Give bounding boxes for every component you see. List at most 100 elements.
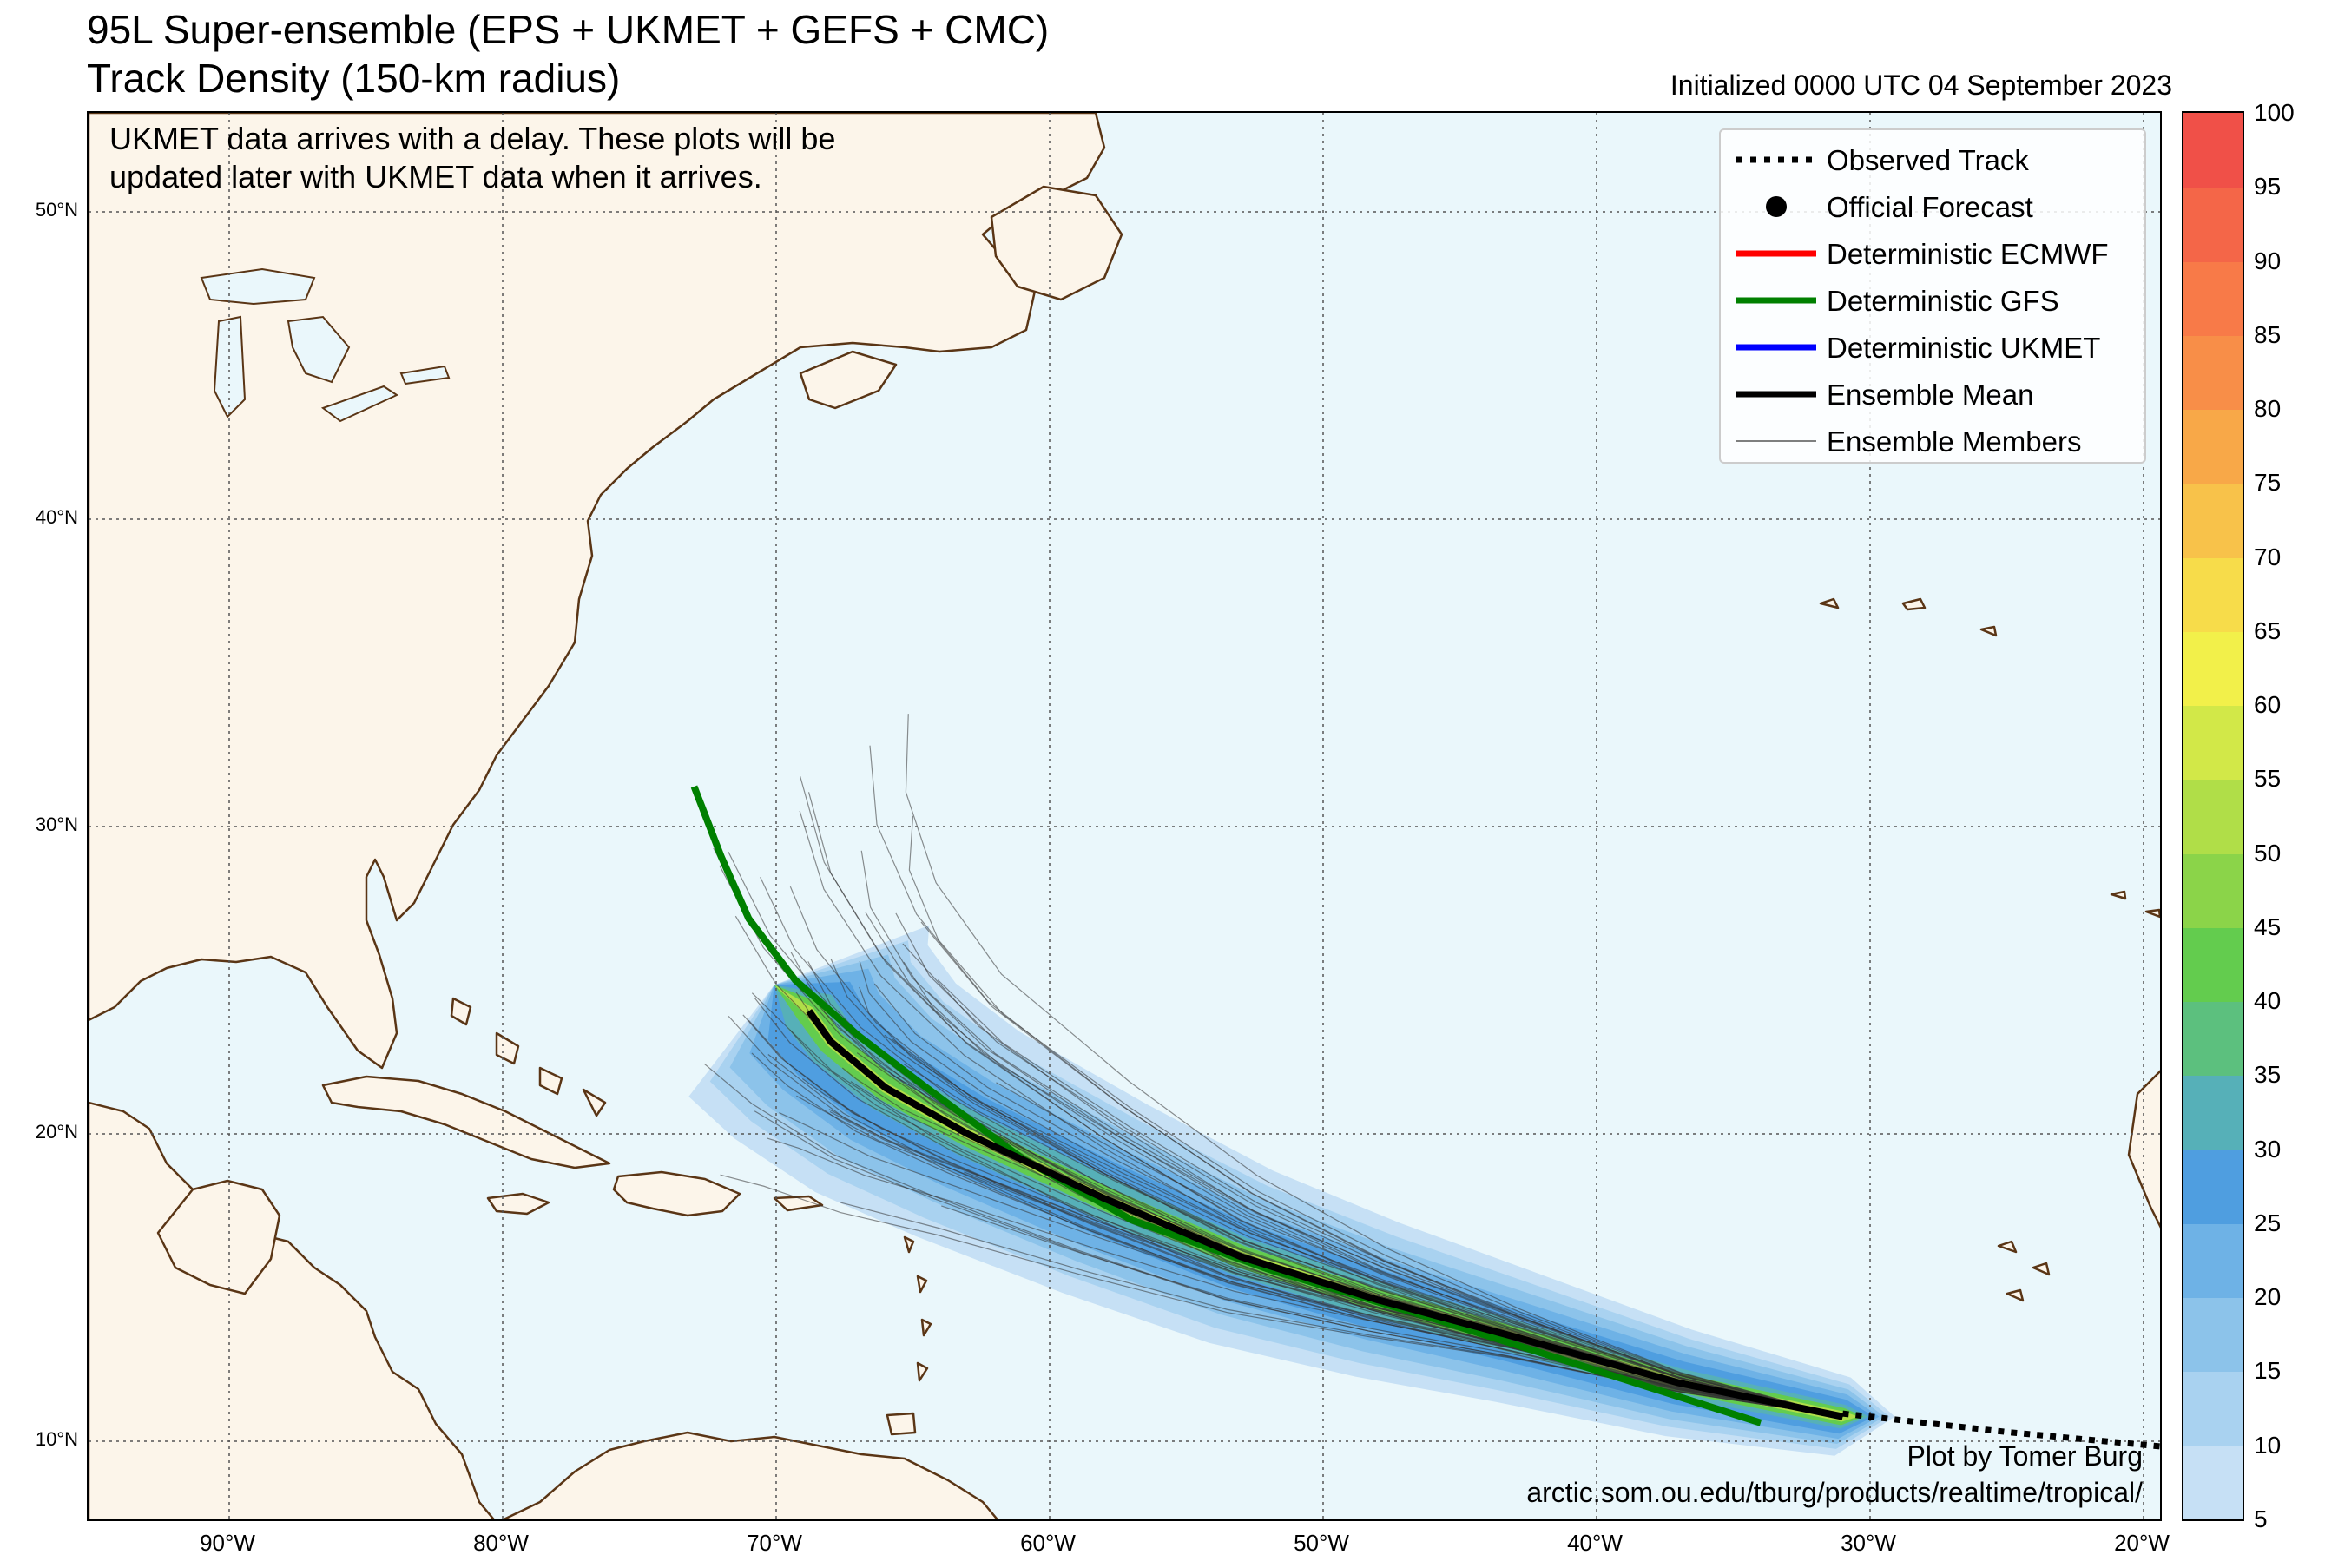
legend-symbol (1736, 156, 1816, 163)
legend-symbol (1766, 196, 1787, 217)
land-cape-verde-2 (2032, 1262, 2051, 1276)
colorbar-tick-label: 80 (2254, 395, 2282, 423)
legend: Observed Track Official Forecast Determini… (1719, 128, 2146, 464)
land-lesser-antilles-1 (903, 1235, 915, 1254)
land-lesser-antilles-3 (920, 1318, 932, 1337)
map-panel[interactable]: UKMET data arrives with a delay. These p… (87, 111, 2162, 1521)
land-canaries-2 (2144, 908, 2160, 919)
ensemble-mean-track (806, 1009, 1844, 1420)
land-cape-verde-3 (2006, 1288, 2025, 1302)
colorbar-tick-label: 5 (2254, 1505, 2268, 1532)
colorbar-tick-label: 65 (2254, 616, 2282, 644)
legend-item: Deterministic GFS (1721, 278, 2144, 325)
land-south-america (501, 1431, 999, 1519)
legend-label: Deterministic GFS (1827, 285, 2059, 317)
land-bahamas-2 (495, 1031, 520, 1065)
legend-symbol (1736, 344, 1816, 351)
legend-label: Deterministic UKMET (1827, 332, 2101, 364)
colorbar-tick-label: 75 (2254, 469, 2282, 497)
ensemble-member-track (859, 986, 1843, 1418)
colorbar-tick-label: 20 (2254, 1283, 2282, 1311)
density-band-3 (729, 954, 1885, 1445)
land-cape-verde-1 (1997, 1240, 2018, 1254)
land-africa (2127, 1070, 2160, 1229)
colorbar-tick-label: 10 (2254, 1431, 2282, 1459)
x-tick-label: 80°W (473, 1530, 529, 1556)
land-bahamas-3 (538, 1066, 563, 1096)
colorbar-segment (2183, 779, 2243, 854)
colorbar-tick-label: 55 (2254, 765, 2282, 793)
colorbar-tick-label: 30 (2254, 1135, 2282, 1163)
grid-lines (89, 113, 2160, 1519)
colorbar-segment (2183, 187, 2243, 262)
land-cuba (321, 1075, 611, 1169)
legend-item: Ensemble Members (1721, 418, 2144, 465)
ensemble-member-track (908, 815, 1843, 1418)
plot-title-line2: Track Density (150-km radius) (87, 56, 621, 101)
density-shading (688, 925, 1895, 1456)
colorbar-segment (2183, 1222, 2243, 1299)
colorbar-tick-label: 50 (2254, 839, 2282, 866)
legend-label: Deterministic ECMWF (1827, 238, 2109, 270)
colorbar-tick-label: 100 (2254, 99, 2295, 126)
legend-item: Deterministic ECMWF (1721, 231, 2144, 278)
colorbar-tick-label: 35 (2254, 1061, 2282, 1089)
colorbar-tick-label: 15 (2254, 1357, 2282, 1385)
colorbar-tick-label: 70 (2254, 543, 2282, 570)
land-lesser-antilles-4 (916, 1361, 929, 1382)
legend-item: Observed Track (1721, 137, 2144, 184)
land-puerto-rico (773, 1195, 824, 1212)
land-north-america (89, 113, 1106, 1070)
land-hispaniola (612, 1170, 741, 1217)
colorbar-segment (2183, 705, 2243, 781)
y-tick-label: 50°N (35, 199, 78, 221)
x-tick-label: 70°W (747, 1530, 802, 1556)
legend-item: Ensemble Mean (1721, 372, 2144, 418)
lake-erie (320, 385, 399, 423)
ensemble-member-track (869, 745, 1843, 1418)
colorbar-segment (2183, 483, 2243, 558)
colorbar-segment (2183, 853, 2243, 928)
legend-label: Ensemble Mean (1827, 379, 2034, 411)
x-tick-label: 90°W (200, 1530, 255, 1556)
land-azores-1 (1819, 597, 1840, 609)
land-central-america (89, 1101, 496, 1519)
legend-label: Observed Track (1827, 144, 2029, 176)
lake-huron (287, 315, 351, 384)
x-tick-label: 60°W (1020, 1530, 1076, 1556)
land-jamaica (486, 1192, 550, 1216)
y-tick-label: 20°N (35, 1121, 78, 1143)
y-tick-label: 40°N (35, 506, 78, 528)
colorbar-segment (2183, 926, 2243, 1003)
credit-url[interactable]: arctic.som.ou.edu/tburg/products/realtim… (1526, 1477, 2143, 1508)
legend-symbol (1736, 391, 1816, 398)
land-canaries-1 (2110, 890, 2127, 900)
y-tick-label: 30°N (35, 814, 78, 835)
observed-track (1842, 1410, 2160, 1450)
credit-author: Plot by Tomer Burg (1907, 1440, 2143, 1472)
legend-symbol (1736, 297, 1816, 304)
ensemble-member-track (895, 912, 1843, 1418)
gfs-track (690, 785, 1762, 1426)
colorbar-segment (2183, 260, 2243, 336)
land-azores-2 (1901, 597, 1927, 611)
land-trinidad (886, 1412, 917, 1436)
ensemble-member-track (991, 1105, 1843, 1418)
x-tick-label: 30°W (1841, 1530, 1896, 1556)
colorbar-segment (2183, 1371, 2243, 1446)
colorbar-tick-label: 90 (2254, 247, 2282, 274)
legend-symbol (1736, 250, 1816, 257)
x-tick-label: 20°W (2114, 1530, 2170, 1556)
legend-label: Ensemble Members (1827, 425, 2082, 458)
lake-michigan (213, 315, 247, 418)
x-tick-label: 40°W (1567, 1530, 1623, 1556)
colorbar-tick-label: 85 (2254, 320, 2282, 348)
ensemble-member-track (800, 775, 1843, 1418)
legend-item: Deterministic UKMET (1721, 325, 2144, 372)
x-tick-label: 50°W (1294, 1530, 1349, 1556)
colorbar-tick-label: 95 (2254, 173, 2282, 201)
colorbar-segment (2183, 409, 2243, 484)
land-lesser-antilles-2 (916, 1275, 928, 1294)
ensemble-member-track (865, 912, 1843, 1418)
map-canvas (89, 113, 2160, 1519)
